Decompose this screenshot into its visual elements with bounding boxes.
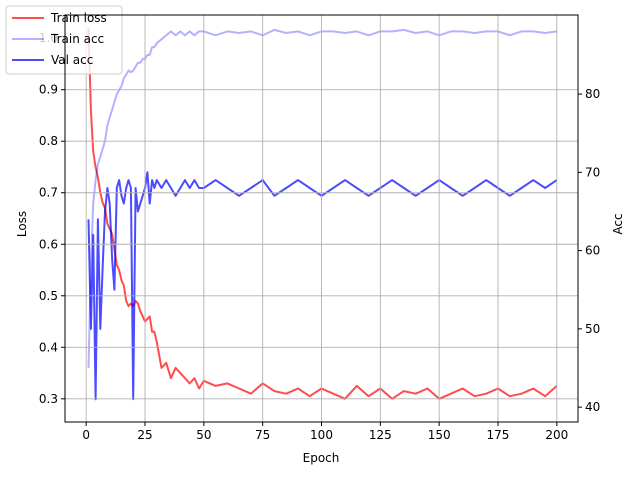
legend: Train loss Train acc Val acc	[5, 5, 123, 75]
grid-layer	[65, 15, 578, 422]
y-tick-label: 0.5	[39, 289, 58, 303]
y2-tick-label: 60	[585, 244, 600, 258]
y-tick-label: 0.6	[39, 237, 58, 251]
x-tick-label: 50	[196, 428, 211, 442]
x-axis-label: Epoch	[303, 451, 340, 465]
y-tick-label: 0.9	[39, 83, 58, 97]
x-tick-label: 125	[369, 428, 392, 442]
axis-layer: 0 25 50 75 100 125 150 175 200 0.3 0.4 0.5 0.6 0.7 0.8…	[39, 31, 600, 442]
x-tick-label: 175	[487, 428, 510, 442]
y2-axis-label: Acc	[611, 213, 625, 234]
y-tick-label: 0.7	[39, 186, 58, 200]
plot-frame	[64, 14, 579, 423]
y2-tick-label: 40	[585, 400, 600, 414]
legend-label-val-acc: Val acc	[51, 53, 93, 67]
x-tick-label: 200	[545, 428, 568, 442]
x-tick-label: 25	[137, 428, 152, 442]
series-line-train-acc	[87, 28, 557, 369]
y-tick-label: 0.8	[39, 134, 58, 148]
y2-tick-label: 50	[585, 322, 600, 336]
series-line-val-acc	[87, 171, 558, 401]
x-tick-label: 0	[82, 428, 90, 442]
y2-tick-label: 80	[585, 87, 600, 101]
y-tick-label: 0.3	[39, 392, 58, 406]
legend-box	[5, 5, 123, 75]
x-tick-label: 75	[255, 428, 270, 442]
y-axis-label: Loss	[15, 211, 29, 237]
legend-label-train-acc: Train acc	[50, 32, 104, 46]
x-tick-label: 150	[428, 428, 451, 442]
y2-tick-label: 70	[585, 165, 600, 179]
x-tick-label: 100	[310, 428, 333, 442]
y-tick-label: 0.4	[39, 340, 58, 354]
series-layer	[87, 27, 558, 401]
legend-label-train-loss: Train loss	[50, 11, 107, 25]
